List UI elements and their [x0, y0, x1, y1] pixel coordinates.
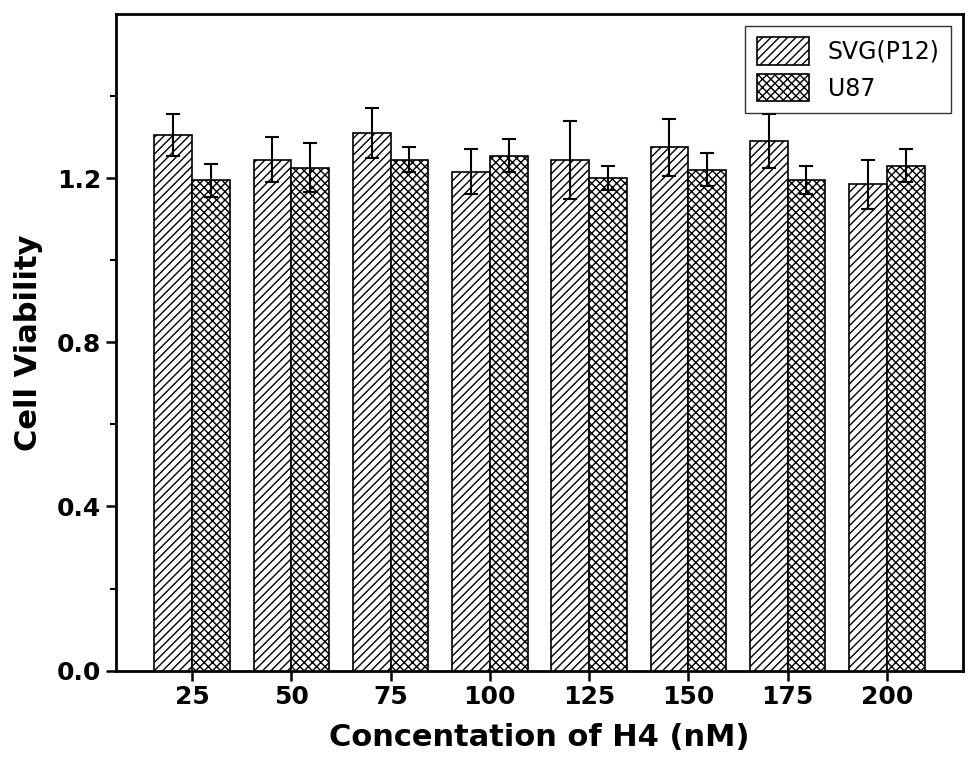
Bar	[353, 133, 391, 671]
Bar	[589, 178, 627, 671]
Y-axis label: Cell Viability: Cell Viability	[14, 234, 43, 450]
Bar	[551, 159, 589, 671]
Bar	[651, 147, 689, 671]
X-axis label: Concentation of H4 (nM): Concentation of H4 (nM)	[329, 723, 749, 752]
Bar	[291, 168, 329, 671]
Bar	[887, 165, 924, 671]
Bar	[391, 159, 428, 671]
Bar	[452, 172, 489, 671]
Bar	[787, 180, 826, 671]
Bar	[489, 155, 528, 671]
Legend: SVG(P12), U87: SVG(P12), U87	[745, 26, 952, 113]
Bar	[750, 141, 787, 671]
Bar	[154, 135, 191, 671]
Bar	[689, 170, 726, 671]
Bar	[253, 159, 291, 671]
Bar	[191, 180, 230, 671]
Bar	[849, 185, 887, 671]
